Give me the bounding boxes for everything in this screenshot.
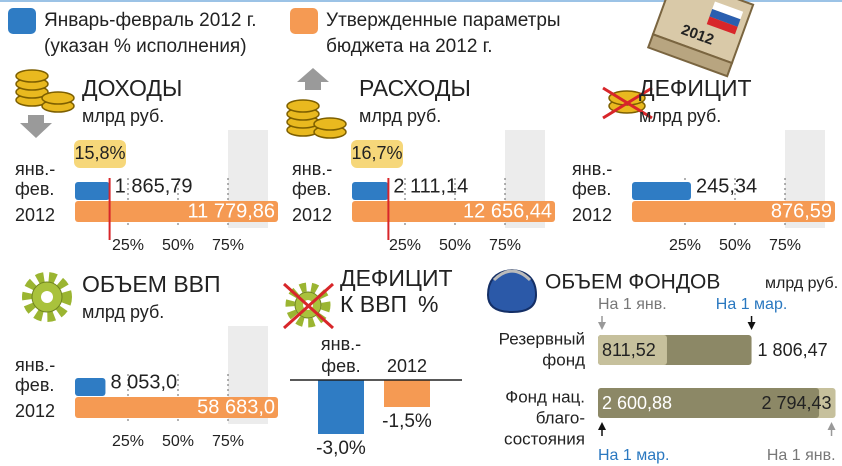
x-tick-label: 50%	[439, 237, 471, 254]
plan-bar	[75, 397, 278, 418]
series-name: На 1 янв.	[598, 296, 667, 313]
panel-unit: %	[418, 291, 438, 317]
x-tick-label: 25%	[389, 237, 421, 254]
plan-bar	[75, 201, 278, 222]
x-tick-label: 75%	[769, 237, 801, 254]
series-name: На 1 мар.	[598, 447, 669, 464]
row-label: фев.	[15, 179, 54, 199]
actual-bar	[632, 182, 691, 200]
share-badge	[74, 140, 126, 168]
category-label: Резервный	[499, 329, 585, 348]
x-tick-label: 50%	[162, 237, 194, 254]
value-label: -3,0%	[316, 438, 366, 459]
panel-title: ДЕФИЦИТ	[639, 75, 752, 101]
pointer-arrow	[598, 322, 606, 330]
x-tick-label: 50%	[719, 237, 751, 254]
up-arrow	[297, 68, 329, 90]
row-label: фев.	[292, 179, 331, 199]
down-arrow	[20, 115, 52, 138]
panel-unit: млрд руб.	[82, 106, 164, 126]
row-label: янв.-	[292, 159, 332, 179]
share-label: 16,7%	[351, 143, 402, 163]
legend-label: Январь-февраль 2012 г.	[44, 10, 257, 31]
value-label: 1 806,47	[758, 340, 828, 360]
series-name: На 1 мар.	[716, 296, 787, 313]
panel-title: ОБЪЕМ ВВП	[82, 271, 221, 297]
plan-bar	[632, 201, 835, 222]
column	[318, 380, 364, 434]
crossed-gear-icon	[282, 282, 335, 330]
x-tick-label: 50%	[162, 433, 194, 450]
legend-swatch	[8, 8, 36, 34]
pointer-arrow	[598, 422, 606, 430]
value-label: -1,5%	[382, 411, 432, 432]
pointer-arrow	[747, 322, 756, 330]
legend-swatch	[290, 8, 318, 34]
x-tick-label: 25%	[669, 237, 701, 254]
panel-title: РАСХОДЫ	[359, 75, 471, 101]
fund-bar	[598, 388, 820, 418]
panel-title: ОБЪЕМ ФОНДОВ	[545, 271, 720, 294]
series-name: На 1 янв.	[767, 447, 836, 464]
value-label: 2 111,14	[393, 175, 468, 197]
panel-unit: млрд руб.	[765, 275, 838, 292]
row-label: фев.	[15, 375, 54, 395]
panel-subtitle: К ВВП	[340, 291, 407, 317]
value-label: 1 865,79	[115, 175, 193, 197]
x-tick-label: 75%	[212, 433, 244, 450]
value-label: 58 683,0	[197, 396, 275, 418]
x-tick-label: 75%	[489, 237, 521, 254]
row-label: фев.	[572, 179, 611, 199]
column	[384, 380, 430, 407]
panel-unit: млрд руб.	[359, 106, 441, 126]
row-label: 2012	[572, 205, 612, 225]
value-label: 12 656,44	[463, 200, 552, 222]
row-label: янв.-	[15, 159, 55, 179]
share-badge	[351, 140, 403, 168]
legend-label: (указан % исполнения)	[44, 36, 247, 57]
wallet-icon	[486, 268, 538, 314]
row-label: 2012	[292, 205, 332, 225]
category-label: Фонд нац.	[505, 387, 585, 406]
value-label: 876,59	[771, 200, 832, 222]
row-label: 2012	[15, 401, 55, 421]
value-label: 8 053,0	[110, 371, 177, 393]
x-tick-label: 25%	[112, 237, 144, 254]
coins-icon	[286, 99, 347, 139]
book-icon: 2012	[646, 0, 755, 78]
category-label: состояния	[504, 429, 585, 448]
actual-bar	[75, 378, 106, 396]
fund-bar	[598, 335, 667, 365]
legend-label: бюджета на 2012 г.	[326, 36, 493, 57]
row-label: янв.-	[15, 355, 55, 375]
crossed-coins-icon	[602, 86, 653, 120]
panel-title: ДОХОДЫ	[82, 75, 182, 101]
category-label: фонд	[542, 350, 585, 369]
category-label: янв.-	[321, 334, 361, 354]
actual-bar	[352, 182, 389, 200]
row-label: янв.-	[572, 159, 612, 179]
value-label: 11 779,86	[188, 200, 276, 222]
category-label: благо-	[536, 408, 585, 427]
panel-unit: млрд руб.	[639, 106, 721, 126]
legend-label: Утвержденные параметры	[326, 10, 561, 31]
value-label: 245,34	[696, 175, 757, 197]
value-label: 811,52	[602, 340, 656, 360]
category-label: фев.	[321, 356, 360, 376]
actual-bar	[75, 182, 110, 200]
panel-unit: млрд руб.	[82, 302, 164, 322]
panel-title: ДЕФИЦИТ	[340, 265, 453, 291]
coins-icon	[15, 69, 75, 113]
gear-icon	[22, 272, 72, 322]
category-label: 2012	[387, 356, 427, 376]
value-label: 2 794,43	[761, 393, 831, 413]
pointer-arrow	[827, 422, 836, 430]
plan-bar	[352, 201, 555, 222]
value-label: 2 600,88	[602, 393, 672, 413]
x-tick-label: 75%	[212, 237, 244, 254]
share-label: 15,8%	[74, 143, 125, 163]
x-tick-label: 25%	[112, 433, 144, 450]
row-label: 2012	[15, 205, 55, 225]
